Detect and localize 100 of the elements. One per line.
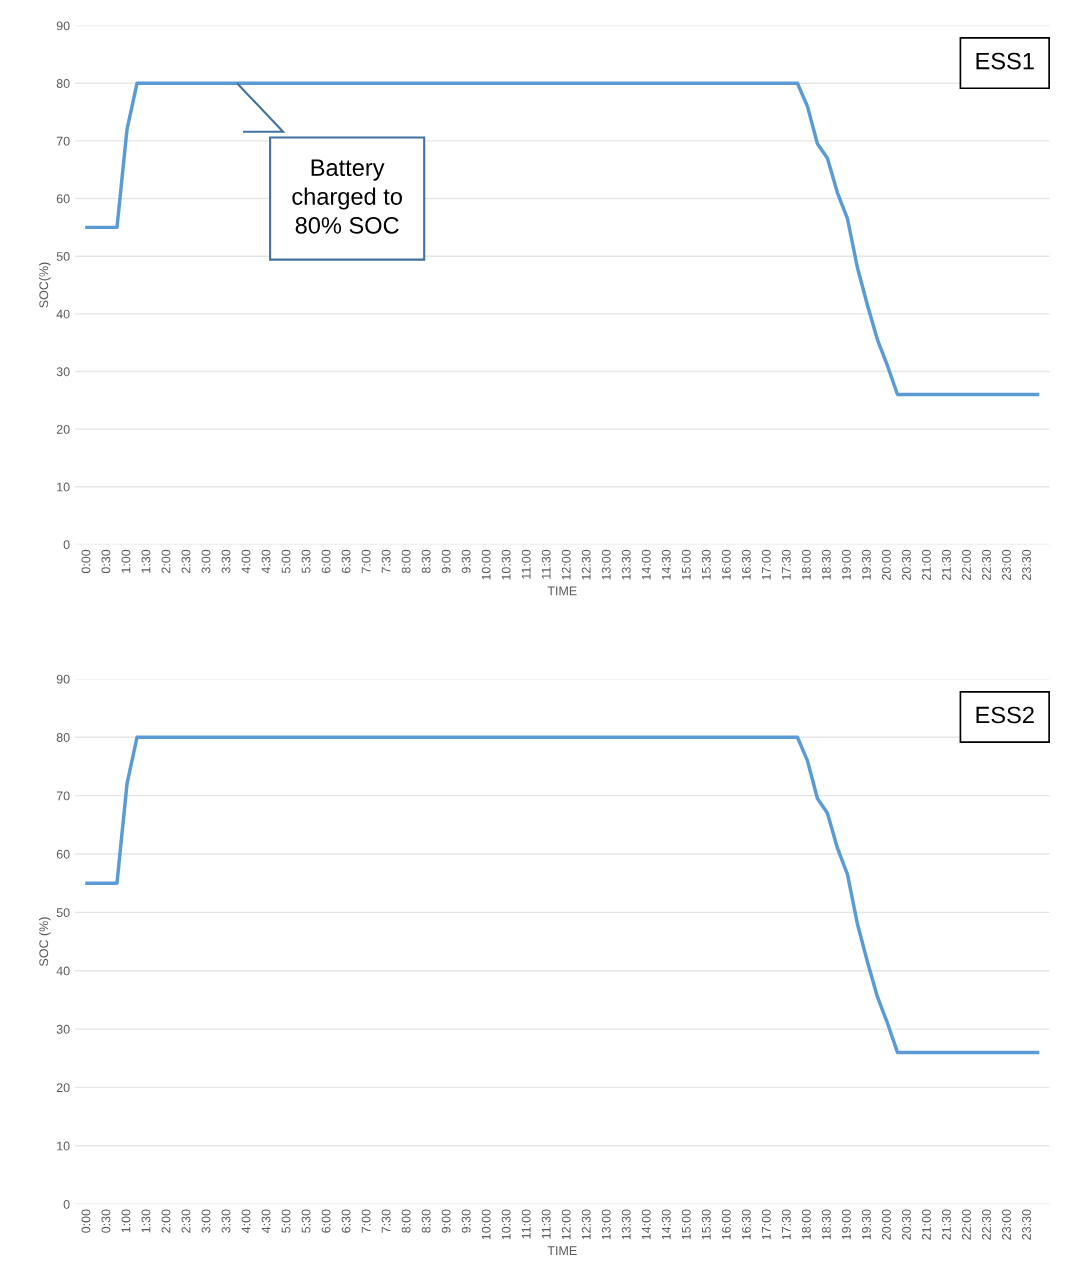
x-tick-label: 9:30 [461, 549, 471, 574]
x-tick-label: 16:30 [741, 549, 751, 580]
x-tick-label: 8:30 [421, 1209, 431, 1233]
x-tick-label: 3:00 [201, 549, 211, 574]
x-tick-label: 4:00 [241, 1209, 251, 1234]
x-tick-label: 21:00 [922, 549, 931, 580]
x-tick-label: 3:30 [221, 1209, 231, 1233]
x-tick-label: 9:00 [441, 1209, 451, 1233]
x-tick-label: 7:30 [381, 1209, 391, 1233]
x-tick-label: 23:30 [1022, 1209, 1031, 1240]
y-tick-label: 50 [56, 252, 70, 261]
y-tick-label: 60 [56, 849, 70, 859]
x-tick-label: 5:00 [281, 1209, 291, 1233]
x-tick-label: 16:30 [741, 1209, 751, 1240]
x-tick-label: 18:00 [801, 549, 811, 580]
x-tick-label: 12:00 [561, 1209, 571, 1240]
x-tick-label: 13:30 [621, 549, 631, 580]
y-tick-label: 0 [63, 1199, 70, 1209]
line-series [85, 81, 1040, 397]
x-tick-label: 21:30 [942, 549, 951, 580]
x-tick-label: 20:00 [881, 1209, 891, 1240]
y-tick-label: 30 [56, 367, 70, 377]
x-tick-label: 6:00 [321, 549, 331, 573]
text: ESS1 [976, 52, 1034, 70]
x-tick-label: 8:00 [401, 549, 411, 574]
x-tick-label: 17:00 [761, 549, 771, 580]
x-tick-label: 14:00 [641, 549, 651, 580]
x-tick-label: 22:30 [982, 1209, 991, 1240]
x-tick-label: 13:00 [601, 549, 611, 580]
x-tick-label: 12:00 [561, 549, 571, 580]
x-tick-label: 17:30 [781, 549, 791, 580]
y-tick-label: 40 [56, 966, 70, 976]
x-tick-label: 19:00 [841, 1209, 851, 1240]
x-tick-label: 16:00 [721, 1209, 731, 1240]
y-tick-label: 80 [56, 733, 70, 742]
text: ESS2 [976, 706, 1034, 724]
x-tick-label: 4:00 [241, 549, 251, 574]
x-tick-label: 17:30 [781, 1209, 791, 1240]
x-tick-label: 12:30 [581, 1209, 591, 1240]
x-tick-label: 14:00 [641, 1209, 651, 1240]
x-tick-label: 4:30 [261, 1209, 271, 1234]
y-tick-label: 60 [56, 194, 70, 204]
x-tick-label: 9:00 [441, 549, 451, 574]
x-tick-label: 17:00 [761, 1209, 771, 1240]
y-tick-label: 70 [56, 136, 70, 146]
x-tick-label: 22:30 [982, 549, 991, 580]
y-tick-label: 10 [57, 482, 70, 492]
x-tick-label: 15:30 [701, 549, 711, 580]
x-tick-label: 19:30 [861, 549, 871, 580]
x-tick-label: 5:30 [301, 549, 311, 574]
x-tick-label: 10:00 [481, 549, 491, 580]
x-tick-label: 4:30 [261, 549, 271, 574]
y-tick-label: 0 [63, 540, 70, 550]
x-tick-label: 2:00 [161, 549, 171, 573]
y-tick-label: 10 [57, 1141, 70, 1151]
x-tick-label: 5:30 [301, 1209, 311, 1233]
x-tick-label: 0:00 [81, 549, 91, 574]
x-tick-label: 23:00 [1002, 1209, 1011, 1240]
x-tick-label: 0:30 [101, 549, 111, 574]
x-tick-label: 1:00 [121, 549, 131, 573]
x-tick-label: 22:00 [962, 549, 971, 580]
x-tick-label: 0:30 [101, 1209, 111, 1233]
x-tick-label: 3:00 [201, 1209, 211, 1233]
x-tick-label: 12:30 [581, 549, 591, 580]
x-tick-label: 20:30 [901, 549, 911, 580]
x-tick-label: 11:00 [521, 549, 531, 579]
x-tick-label: 2:30 [181, 1209, 191, 1233]
x-tick-label: 21:00 [922, 1209, 931, 1240]
x-tick-label: 16:00 [721, 549, 731, 580]
x-tick-label: 6:00 [321, 1209, 331, 1233]
x-tick-label: 10:00 [481, 1209, 491, 1240]
annotation: Battery charged to 80% SOC [292, 159, 402, 234]
x-tick-label: 23:30 [1022, 549, 1031, 580]
y-tick-label: 90 [56, 674, 70, 684]
x-tick-label: 1:30 [141, 1209, 151, 1233]
y-tick-label: 20 [56, 424, 70, 434]
y-tick-label: 30 [56, 1024, 70, 1034]
line-series [85, 735, 1040, 1055]
x-tick-label: 13:00 [601, 1209, 611, 1240]
x-tick-label: 1:00 [121, 1209, 131, 1233]
x-axis-title: TIME [547, 586, 577, 596]
x-tick-label: 15:00 [681, 549, 691, 580]
x-tick-label: 11:00 [521, 1209, 531, 1239]
x-tick-label: 2:30 [181, 549, 191, 573]
x-tick-label: 23:00 [1002, 549, 1011, 580]
x-tick-label: 15:30 [701, 1209, 711, 1240]
x-tick-label: 21:30 [942, 1209, 951, 1240]
x-tick-label: 18:30 [821, 549, 831, 580]
x-tick-label: 20:00 [881, 549, 891, 580]
x-tick-label: 2:00 [161, 1209, 171, 1233]
x-tick-label: 9:30 [461, 1209, 471, 1233]
y-tick-label: 50 [56, 908, 70, 918]
x-tick-label: 7:00 [361, 1209, 371, 1233]
y-tick-label: 40 [56, 309, 70, 319]
x-tick-label: 19:00 [841, 549, 851, 580]
y-tick-label: 80 [56, 79, 70, 88]
x-tick-label: 6:30 [341, 549, 351, 573]
x-tick-label: 19:30 [861, 1209, 871, 1240]
x-tick-label: 13:30 [621, 1209, 631, 1240]
x-tick-label: 1:30 [141, 549, 151, 573]
